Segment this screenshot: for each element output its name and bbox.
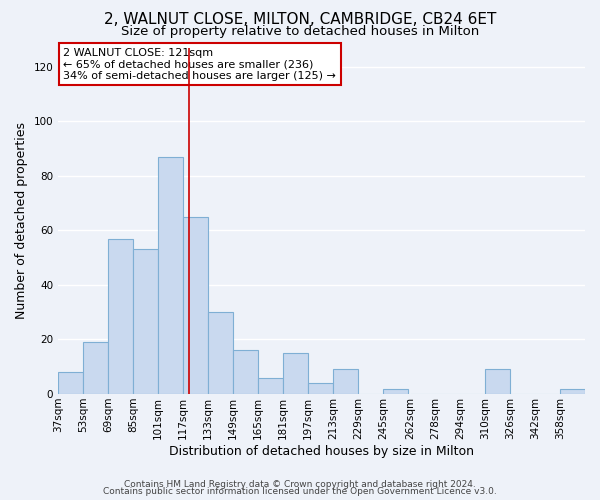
Bar [183,216,208,394]
Bar [258,378,283,394]
X-axis label: Distribution of detached houses by size in Milton: Distribution of detached houses by size … [169,444,474,458]
Text: Contains HM Land Registry data © Crown copyright and database right 2024.: Contains HM Land Registry data © Crown c… [124,480,476,489]
Bar [83,342,108,394]
Bar [233,350,258,394]
Bar [383,388,409,394]
Bar [485,370,510,394]
Bar [560,388,585,394]
Text: 2, WALNUT CLOSE, MILTON, CAMBRIDGE, CB24 6ET: 2, WALNUT CLOSE, MILTON, CAMBRIDGE, CB24… [104,12,496,28]
Y-axis label: Number of detached properties: Number of detached properties [15,122,28,320]
Bar [158,156,183,394]
Bar [133,250,158,394]
Text: Contains public sector information licensed under the Open Government Licence v3: Contains public sector information licen… [103,487,497,496]
Bar [308,383,334,394]
Bar [58,372,83,394]
Bar [208,312,233,394]
Bar [108,238,133,394]
Bar [334,370,358,394]
Text: Size of property relative to detached houses in Milton: Size of property relative to detached ho… [121,25,479,38]
Bar [283,353,308,394]
Text: 2 WALNUT CLOSE: 121sqm
← 65% of detached houses are smaller (236)
34% of semi-de: 2 WALNUT CLOSE: 121sqm ← 65% of detached… [64,48,337,80]
